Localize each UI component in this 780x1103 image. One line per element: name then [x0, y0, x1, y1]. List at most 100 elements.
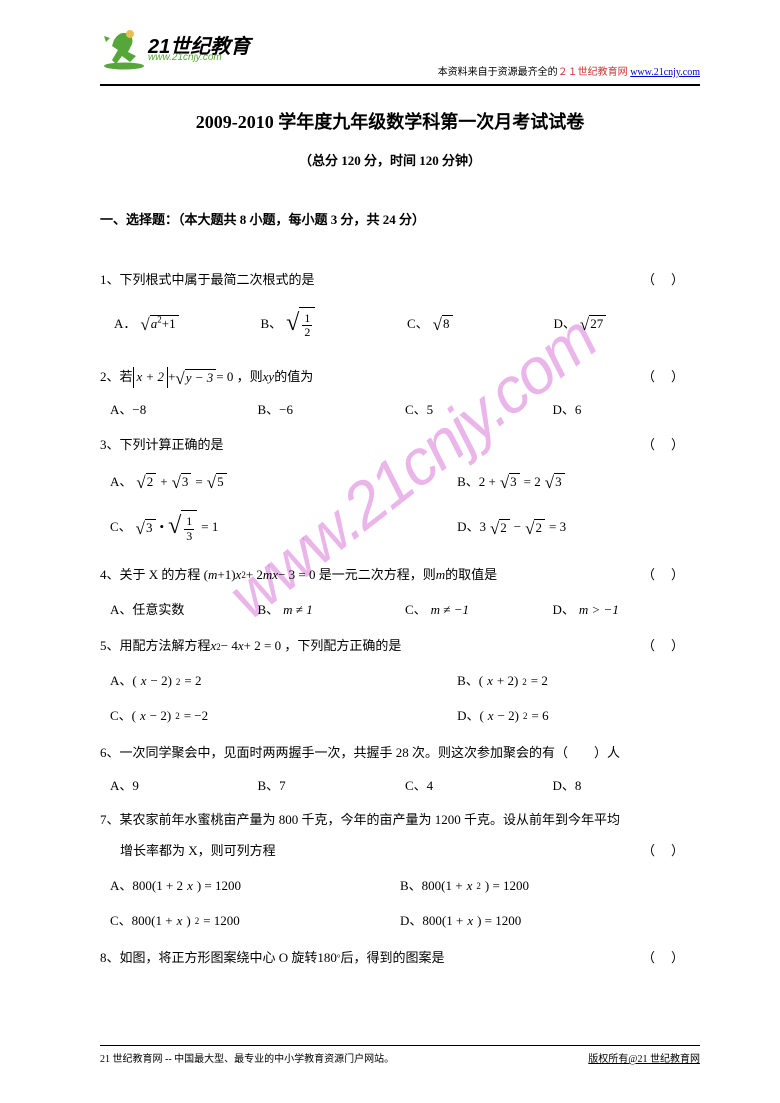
- q2-opt-a: A、−8: [110, 400, 258, 421]
- exam-title: 2009-2010 学年度九年级数学科第一次月考试试卷: [80, 108, 700, 134]
- q7-stem1: 7、某农家前年水蜜桃亩产量为 800 千克，今年的亩产量为 1200 千克。设从…: [100, 810, 620, 831]
- r: 2: [146, 473, 157, 490]
- abs-inner: x + 2: [137, 369, 165, 384]
- v: m ≠ 1: [283, 600, 313, 621]
- rad: 8: [442, 315, 453, 332]
- t: = 1200: [203, 911, 240, 932]
- t: − 2): [150, 706, 171, 727]
- l: D、: [553, 600, 575, 621]
- v: m ≠ −1: [431, 600, 469, 621]
- t: + 2: [246, 565, 263, 586]
- footer-right: 版权所有@21 世纪教育网: [588, 1050, 700, 1065]
- num: 1: [302, 312, 312, 326]
- exam-subtitle: （总分 120 分，时间 120 分钟）: [80, 150, 700, 169]
- t: C、800(1 +: [110, 911, 173, 932]
- t: = −2: [184, 706, 208, 727]
- label: A．: [114, 314, 136, 335]
- m: m: [208, 565, 217, 586]
- question-8: 8、如图，将正方形图案绕中心 O 旋转180° 后，得到的图案是 （）: [100, 948, 700, 969]
- section-1-heading: 一、选择题：（本大题共 8 小题，每小题 3 分，共 24 分）: [100, 209, 700, 228]
- q6-opt-b: B、7: [258, 776, 406, 797]
- r: 3: [554, 473, 565, 490]
- question-5: 5、用配方法解方程 x2 − 4x + 2 = 0 ，下列配方正确的是 （） A…: [100, 636, 700, 726]
- q7-opt-a: A、800(1 + 2x) = 1200: [110, 876, 360, 897]
- l: C、: [405, 600, 427, 621]
- x: x: [467, 876, 473, 897]
- answer-blank: （）: [642, 367, 700, 388]
- q2-opt-c: C、5: [405, 400, 553, 421]
- r: 3: [181, 473, 192, 490]
- q7-opt-b: B、800(1 + x2) = 1200: [360, 876, 700, 897]
- d: 3: [184, 530, 194, 543]
- l: A、(: [110, 671, 137, 692]
- t: −: [514, 517, 521, 538]
- q5-opt-b: B、(x + 2)2 = 2: [457, 671, 648, 692]
- q3-opt-c: C、 √3 • √13 = 1: [110, 510, 284, 544]
- r: 3: [509, 473, 520, 490]
- xy: xy: [263, 367, 275, 388]
- q4-opt-a: A、任意实数: [110, 600, 258, 621]
- header-note-brand: ２１世纪教育网: [558, 67, 628, 78]
- l: D、3: [457, 517, 486, 538]
- q4-opt-b: B、m ≠ 1: [258, 600, 406, 621]
- x: x: [177, 911, 183, 932]
- question-6: 6、一次同学聚会中，见面时两两握手一次，共握手 28 次。则这次参加聚会的有（ …: [100, 743, 700, 797]
- rad: 27: [589, 315, 606, 332]
- q7-opt-c: C、800(1 + x)2 = 1200: [110, 911, 360, 932]
- m: m: [436, 565, 445, 586]
- t: 后，得到的图案是: [341, 948, 445, 969]
- t: ) = 1200: [197, 876, 241, 897]
- l: B、: [258, 600, 280, 621]
- page-footer: 21 世纪教育网 -- 中国最大型、最专业的中小学教育资源门户网站。 版权所有@…: [100, 1045, 700, 1065]
- q3-opt-d: D、3 √2 − √2 = 3: [457, 510, 648, 544]
- q6-stem: 6、一次同学聚会中，见面时两两握手一次，共握手 28 次。则这次参加聚会的有（ …: [100, 743, 620, 764]
- q4-opt-c: C、m ≠ −1: [405, 600, 553, 621]
- label: D、: [554, 314, 576, 335]
- answer-blank: （）: [642, 565, 700, 586]
- logo: 21世纪教育 www.21cnjy.com: [100, 26, 260, 74]
- answer-blank: （）: [642, 636, 700, 657]
- t: 版权所有@: [588, 1054, 637, 1065]
- q7-opt-d: D、800(1 + x) = 1200: [360, 911, 700, 932]
- x: x: [187, 876, 193, 897]
- q3-stem: 3、下列计算正确的是: [100, 435, 224, 456]
- x: x: [488, 706, 494, 727]
- q5-opt-c: C、(x − 2)2 = −2: [110, 706, 284, 727]
- t: ) = 1200: [485, 876, 529, 897]
- t: − 4: [221, 636, 238, 657]
- q1-stem: 1、下列根式中属于最简二次根式的是: [100, 270, 315, 291]
- footer-left: 21 世纪教育网 -- 中国最大型、最专业的中小学教育资源门户网站。: [100, 1050, 394, 1065]
- question-2: 2、若 x + 2 + √y − 3 = 0 ，则 xy 的值为 （） A、−8…: [100, 367, 700, 421]
- t: 2、若: [100, 367, 133, 388]
- t: = 2: [524, 472, 541, 493]
- q6-opt-d: D、8: [553, 776, 701, 797]
- header-note: 本资料来自于资源最齐全的２１世纪教育网 www.21cnjy.com: [438, 63, 700, 78]
- r: 3: [145, 519, 156, 536]
- r: 5: [216, 473, 227, 490]
- q5-opt-a: A、(x − 2)2 = 2: [110, 671, 284, 692]
- t: = 1: [201, 517, 218, 538]
- t: ) = 1200: [477, 911, 521, 932]
- t: A、800(1 + 2: [110, 876, 183, 897]
- q2-opt-b: B、−6: [258, 400, 406, 421]
- l: A、: [110, 472, 132, 493]
- r: 2: [499, 519, 510, 536]
- t: = 2: [184, 671, 201, 692]
- t: = 0 ，则: [216, 367, 262, 388]
- t: 21 世纪教育网: [638, 1054, 701, 1065]
- t: + 2): [497, 671, 518, 692]
- q5-opt-d: D、(x − 2)2 = 6: [457, 706, 648, 727]
- q1-opt-b: B、 √12: [261, 307, 408, 341]
- n: 1: [184, 515, 194, 529]
- header-note-link[interactable]: www.21cnjy.com: [630, 67, 700, 78]
- t: + 2 = 0 ，下列配方正确的是: [244, 636, 402, 657]
- x: x: [140, 706, 146, 727]
- t: B、800(1 +: [400, 876, 463, 897]
- t: = 3: [549, 517, 566, 538]
- runner-icon: [100, 26, 148, 70]
- t: 4、关于 X 的方程 (: [100, 565, 208, 586]
- logo-url: www.21cnjy.com: [148, 52, 222, 63]
- q1-opt-d: D、 √27: [554, 307, 701, 341]
- v: m > −1: [579, 600, 619, 621]
- t: =: [195, 472, 202, 493]
